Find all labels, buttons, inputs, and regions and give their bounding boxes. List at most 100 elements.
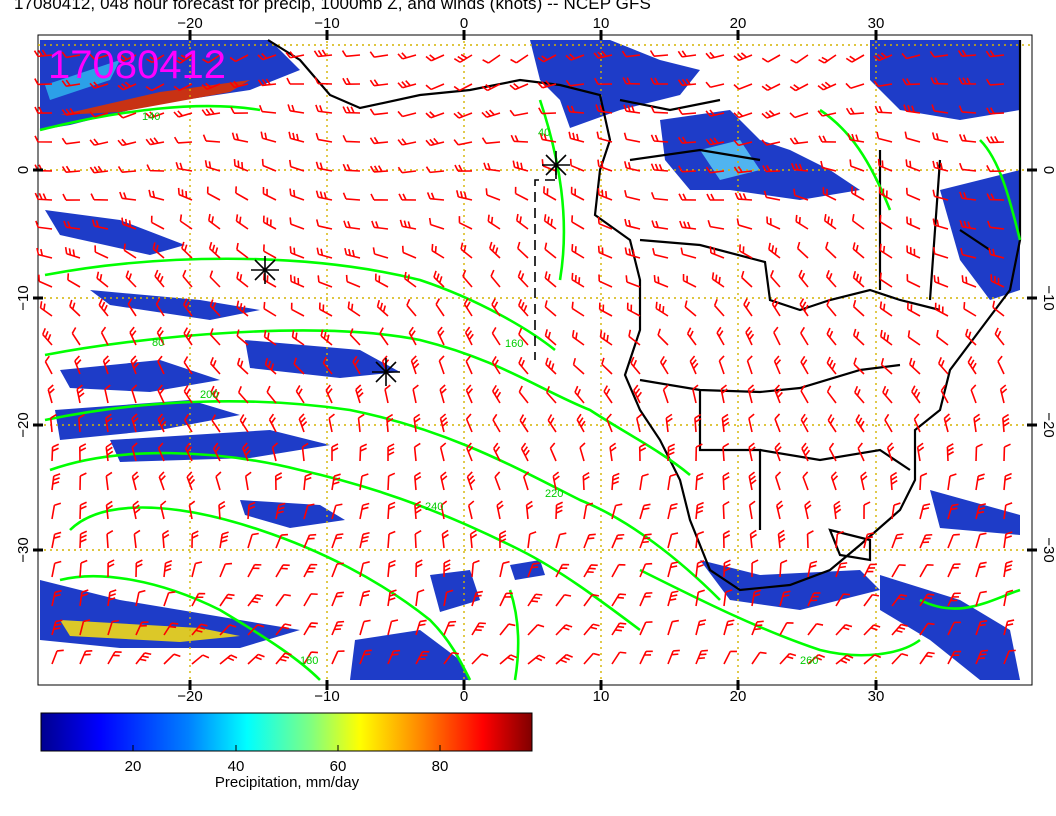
wind-barb [264,358,277,375]
wind-barb [901,52,921,60]
wind-barb [133,529,141,549]
wind-barb [958,77,977,85]
wind-barb [733,83,753,90]
wind-barb [795,214,809,230]
wind-barb [986,165,1005,173]
wind-barb [188,500,196,520]
wind-barb [902,78,921,86]
wind-barb [117,112,137,119]
wind-barb [667,649,680,665]
wind-barb [458,216,473,230]
lon-label-top: 10 [593,15,610,32]
wind-barb [975,649,989,665]
wind-barb [849,159,865,172]
wind-barb [684,300,697,317]
wind-barb [51,502,62,520]
wind-barb [387,649,401,665]
wind-barb [481,109,501,118]
wind-barb [745,326,755,346]
wind-barb [835,530,844,549]
wind-barb [71,327,81,346]
wind-barb [303,593,318,607]
wind-barb [863,654,882,665]
wind-barb [919,472,928,491]
wind-barb [622,77,641,85]
wind-barb [247,594,264,607]
wind-barb [352,355,361,375]
wind-barb [173,83,193,92]
wind-barb [173,110,193,118]
wind-barb [106,529,114,549]
wind-barb [595,104,613,114]
wind-barb [219,531,229,549]
wind-barb [275,593,291,607]
wind-barb [76,384,85,404]
wind-barb [975,503,987,520]
wind-barb [157,413,167,433]
wind-barb [891,564,906,578]
wind-barb [790,162,809,172]
wind-barb [611,593,627,607]
wind-barb [818,54,837,64]
wind-barb [555,563,570,578]
wind-barb [69,299,81,317]
wind-barb [275,533,289,549]
wind-barb [512,160,529,172]
wind-barb [908,357,921,375]
wind-barb [183,327,193,346]
wind-barb [208,241,221,259]
wind-barb [191,530,199,549]
wind-barb [958,105,977,114]
precip-area [700,140,760,180]
wind-barb [975,620,988,636]
wind-barb [157,442,165,462]
wind-barb [853,357,865,375]
date-stamp: 17080412 [48,43,226,87]
wind-barb [42,327,53,346]
wind-barb [807,560,818,578]
wind-barb [677,50,697,58]
wind-barb [527,562,540,578]
wind-barb [263,301,277,317]
wind-barb [316,247,333,259]
wind-barb [817,81,837,91]
wind-barb [919,651,935,665]
track-line [534,165,557,360]
wind-barb [545,357,557,375]
wind-barb [132,500,141,520]
wind-barb [155,298,165,317]
wind-barb [163,653,181,665]
wind-barb [768,242,781,259]
wind-barb [959,220,977,230]
wind-barb [397,80,417,89]
wind-barb [751,620,764,636]
wind-barb [992,300,1005,317]
wind-barb [236,242,249,259]
wind-barb [301,442,309,462]
wind-barb [761,54,781,63]
wind-barb [262,244,277,259]
wind-barb [34,106,53,114]
wind-barb [571,330,585,346]
wind-barb [886,442,895,462]
wind-barb [639,562,653,578]
wind-barb [890,471,898,491]
wind-barb [677,136,697,144]
wind-barb [61,137,81,145]
wind-barb [510,134,529,143]
wind-barb [720,384,728,404]
wind-barb [689,355,699,375]
wind-barb [121,217,137,230]
wind-barb [695,560,705,578]
wind-barb [397,52,417,60]
wind-barb [331,473,341,491]
wind-barb [426,192,445,201]
wind-barb [342,77,361,85]
wind-barb [315,161,333,172]
wind-barb [931,104,949,114]
wind-barb [158,471,166,491]
wind-barb [261,158,277,172]
wind-barb [973,413,981,433]
lon-label-bottom: 30 [868,688,885,705]
wind-barb [695,649,708,665]
